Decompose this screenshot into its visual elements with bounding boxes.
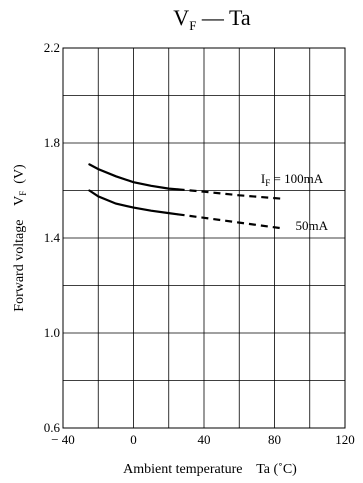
y-axis-label: Forward voltage VF (V): [12, 164, 28, 312]
series-0-dashed-line: [177, 188, 284, 200]
x-tick-label: − 40: [51, 432, 75, 447]
x-tick-label: 80: [268, 432, 281, 447]
x-tick-label: 40: [198, 432, 211, 447]
y-axis-label-text: Forward voltage V: [12, 196, 27, 312]
chart-title-sub: F: [189, 18, 196, 33]
y-axis-label-unit: (V): [12, 164, 27, 191]
plot-frame: [62, 47, 346, 429]
y-tick-label: 1.8: [44, 135, 60, 150]
grid: [62, 47, 346, 429]
chart-title-main: V: [173, 5, 189, 30]
series-1-solid-line: [88, 189, 179, 216]
series-label-100ma-rest: = 100mA: [270, 171, 323, 186]
chart-title: VF — Ta: [173, 5, 251, 33]
series-label-100ma: IF = 100mA: [261, 171, 324, 188]
series-label-100ma-main: I: [261, 171, 265, 186]
x-tick-labels: − 40 0 40 80 120: [51, 432, 355, 447]
chart-title-rest: — Ta: [196, 5, 251, 30]
y-tick-label: 1.0: [44, 325, 60, 340]
x-tick-label: 0: [130, 432, 137, 447]
series-label-50ma: 50mA: [296, 218, 329, 233]
y-axis-label-sub: F: [18, 191, 28, 196]
series-layer: [88, 163, 284, 230]
series-1-dashed-line: [177, 213, 284, 230]
series-label-100ma-sub: F: [265, 178, 270, 188]
x-axis-label: Ambient temperature Ta (˚C): [123, 462, 297, 477]
y-tick-label: 2.2: [44, 40, 60, 55]
y-tick-labels: 0.6 1.0 1.4 1.8 2.2: [44, 40, 61, 435]
y-tick-label: 1.4: [44, 230, 61, 245]
y-tick-label: 0.6: [44, 420, 61, 435]
x-tick-label: 120: [335, 432, 355, 447]
series-0-solid-line: [88, 163, 179, 191]
series-labels: IF = 100mA 50mA: [261, 171, 329, 233]
plot-area: IF = 100mA 50mA: [62, 47, 346, 429]
